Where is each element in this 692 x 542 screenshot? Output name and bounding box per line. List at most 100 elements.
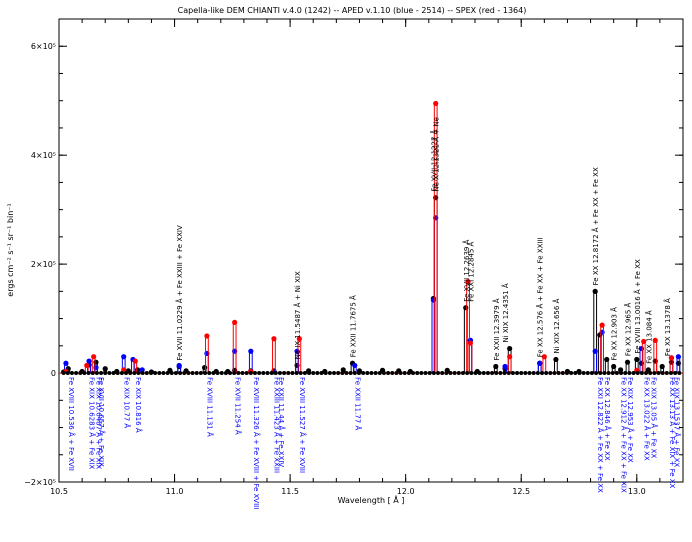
baseline-point — [348, 371, 353, 376]
series-line-spex — [59, 102, 683, 374]
baseline-point — [540, 371, 545, 376]
data-point-spex — [271, 336, 277, 342]
baseline-point — [290, 371, 295, 376]
baseline-point — [535, 371, 540, 376]
baseline-point — [569, 371, 574, 376]
line-label-bottom: Fe XIX 12.953 Å + Fe XX — [626, 377, 635, 463]
baseline-point — [415, 371, 420, 376]
baseline-point — [548, 371, 553, 376]
baseline-point — [140, 371, 145, 376]
baseline-point — [294, 371, 299, 376]
data-point-chianti — [463, 305, 469, 311]
baseline-point — [157, 371, 162, 376]
baseline-point — [273, 371, 278, 376]
baseline-point — [119, 371, 124, 376]
baseline-point — [178, 371, 183, 376]
line-label-bottom: Fe XVIII 11.326 Å + Fe XVIII + Fe XVIII — [252, 377, 261, 509]
baseline-point — [78, 371, 83, 376]
baseline-point — [236, 371, 241, 376]
data-point-spex — [84, 362, 90, 369]
baseline-point — [182, 371, 187, 376]
baseline-point — [523, 371, 528, 376]
line-label-top: Fe XX 12.8172 Å + Fe XX + Fe XX — [591, 167, 600, 285]
baseline-point — [623, 371, 628, 376]
line-label-bottom: Fe XVIII 11.131 Å — [206, 377, 215, 437]
baseline-point — [336, 371, 341, 376]
data-point-spex — [91, 354, 97, 360]
baseline-point — [531, 371, 536, 376]
data-point-spex — [121, 367, 127, 373]
line-label-bottom: Fe XVIII 11.527 Å + Fe XVIII — [298, 377, 307, 473]
x-tick-label: 10.5 — [50, 487, 68, 496]
data-point-aped — [176, 362, 182, 369]
data-point-aped — [430, 297, 436, 303]
baseline-point — [502, 371, 507, 376]
baseline-point — [448, 371, 453, 376]
baseline-point — [444, 371, 449, 376]
data-point-spex — [541, 354, 547, 360]
line-label-bottom: Fe XX 13.13 Å + Fe XIX + Fe XX — [668, 377, 677, 488]
line-label-top: Fe XX 13.084 Å — [644, 310, 653, 364]
baseline-point — [498, 371, 503, 376]
baseline-point — [556, 371, 561, 376]
baseline-point — [552, 371, 557, 376]
x-tick-label: 12.5 — [512, 487, 530, 496]
data-point-spex — [132, 358, 138, 364]
data-point-spex — [204, 333, 210, 339]
baseline-point — [311, 371, 316, 376]
baseline-point — [286, 371, 291, 376]
baseline-point — [386, 371, 391, 376]
line-label-top: Fe XXII 11.7675 Å — [349, 295, 358, 357]
data-point-spex — [641, 338, 647, 345]
baseline-point — [627, 371, 632, 376]
line-label-top: Ni XIX 12.4351 Å — [501, 283, 510, 342]
baseline-point — [660, 371, 665, 376]
series-line-chianti — [59, 197, 683, 374]
baseline-point — [361, 371, 366, 376]
baseline-point — [573, 371, 578, 376]
data-point-spex — [507, 354, 513, 360]
baseline-point — [132, 371, 137, 376]
baseline-point — [519, 371, 524, 376]
baseline-point — [352, 371, 357, 376]
baseline-point — [419, 371, 424, 376]
baseline-point — [252, 371, 257, 376]
line-label-top: Ne X 12.1321 Å + Ne — [432, 117, 441, 192]
line-label-bottom: Fe XVIII 10.536 Å + Fe XVII — [67, 377, 76, 471]
baseline-point — [327, 371, 332, 376]
line-label-top: Ni XIX 12.656 Å — [552, 298, 561, 353]
series-line-aped — [59, 217, 683, 374]
baseline-point — [169, 371, 174, 376]
baseline-point — [485, 371, 490, 376]
baseline-point — [319, 371, 324, 376]
data-point-chianti — [618, 367, 624, 373]
baseline-point — [469, 371, 474, 376]
baseline-point — [515, 371, 520, 376]
baseline-point — [369, 371, 374, 376]
baseline-point — [282, 371, 287, 376]
baseline-point — [240, 371, 245, 376]
baseline-point — [394, 371, 399, 376]
series-layer — [59, 100, 683, 376]
baseline-point — [373, 371, 378, 376]
baseline-point — [598, 371, 603, 376]
line-label-top: Fe XXI 12.2845 Å — [466, 241, 475, 301]
line-label-bottom: Fe XXII 11.77 Å — [354, 377, 363, 430]
baseline-point — [652, 371, 657, 376]
baseline-point — [244, 371, 249, 376]
data-point-aped — [63, 360, 69, 366]
baseline-point — [344, 371, 349, 376]
baseline-point — [332, 371, 337, 376]
x-axis-label: Wavelength [ Å ] — [338, 494, 405, 505]
data-point-aped — [675, 354, 681, 360]
baseline-point — [398, 371, 403, 376]
data-point-aped — [86, 358, 92, 364]
baseline-point — [606, 371, 611, 376]
line-label-bottom: Fe XIX 10.816 Å — [134, 377, 143, 433]
baseline-point — [144, 371, 149, 376]
line-label-bottom: Fe XXI 12.822 Å + Fe XX + Fe XX — [596, 377, 605, 493]
baseline-point — [228, 371, 233, 376]
data-point-chianti — [102, 366, 108, 372]
line-label-top: Ne IX 11.5487 Å + Ni XIX — [293, 271, 302, 359]
